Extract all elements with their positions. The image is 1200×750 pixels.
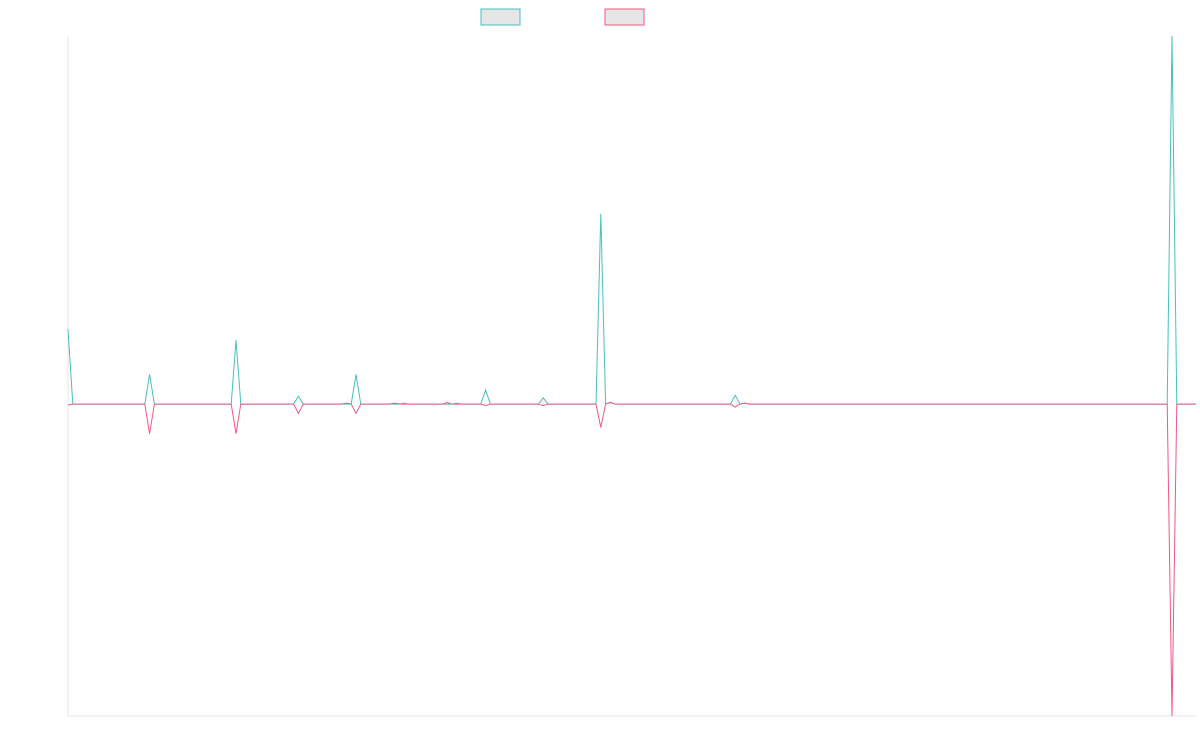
legend [480,8,645,26]
series-line-0 [67,35,1196,405]
series-layer [67,35,1196,717]
axes [67,36,1196,717]
legend-swatch-0[interactable] [480,8,521,26]
legend-swatch-1[interactable] [604,8,645,26]
series-line-1 [67,401,1196,717]
